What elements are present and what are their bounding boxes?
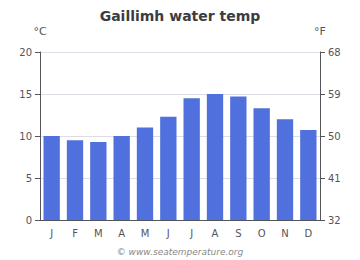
svg-text:F: F bbox=[72, 228, 78, 239]
svg-text:41: 41 bbox=[328, 173, 341, 184]
svg-text:A: A bbox=[212, 228, 219, 239]
svg-text:32: 32 bbox=[328, 215, 341, 226]
svg-text:5: 5 bbox=[26, 173, 32, 184]
svg-text:50: 50 bbox=[328, 131, 341, 142]
svg-text:15: 15 bbox=[19, 89, 32, 100]
svg-text:J: J bbox=[49, 228, 53, 239]
svg-text:A: A bbox=[118, 228, 125, 239]
svg-text:© www.seatemperature.org: © www.seatemperature.org bbox=[117, 247, 244, 257]
svg-text:M: M bbox=[94, 228, 103, 239]
svg-text:68: 68 bbox=[328, 47, 341, 58]
svg-text:°C: °C bbox=[33, 25, 47, 38]
svg-text:Gaillimh water temp: Gaillimh water temp bbox=[100, 8, 261, 24]
svg-text:N: N bbox=[281, 228, 288, 239]
svg-text:10: 10 bbox=[19, 131, 32, 142]
svg-text:O: O bbox=[258, 228, 266, 239]
svg-text:M: M bbox=[141, 228, 150, 239]
svg-text:59: 59 bbox=[328, 89, 341, 100]
svg-text:20: 20 bbox=[19, 47, 32, 58]
svg-text:J: J bbox=[189, 228, 193, 239]
svg-text:S: S bbox=[235, 228, 241, 239]
svg-text:D: D bbox=[304, 228, 312, 239]
svg-text:J: J bbox=[166, 228, 170, 239]
svg-text:0: 0 bbox=[26, 215, 32, 226]
svg-text:°F: °F bbox=[314, 25, 326, 38]
